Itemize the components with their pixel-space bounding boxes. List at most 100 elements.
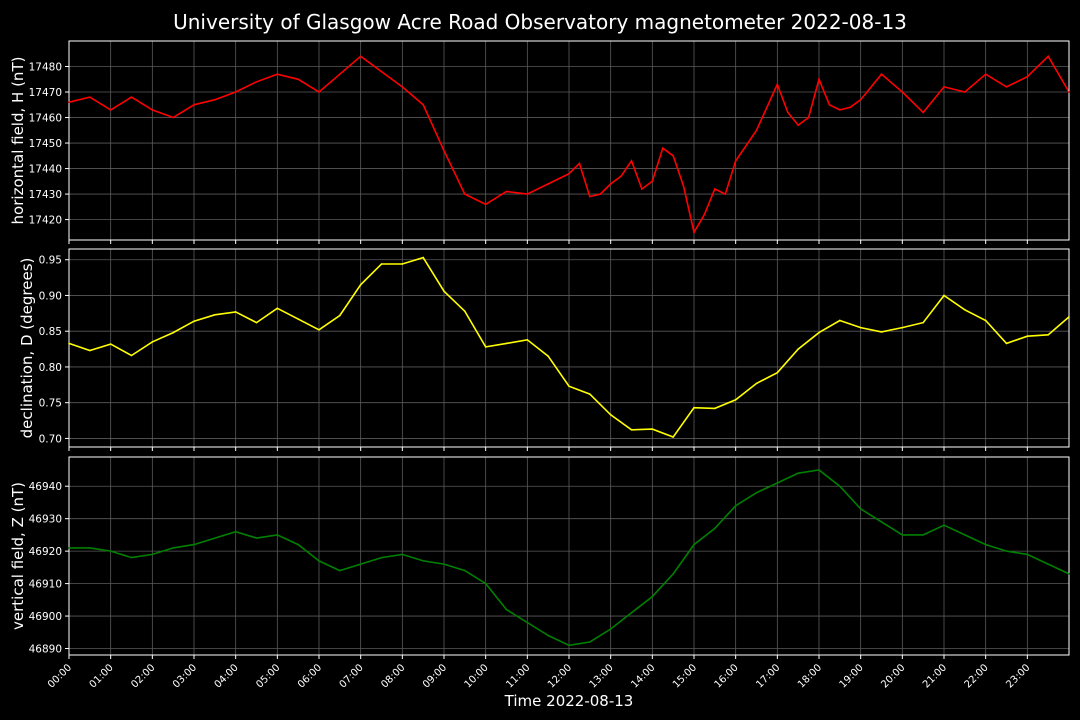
vertical-field-data-point xyxy=(1026,553,1029,556)
panel-declination-xticks xyxy=(68,447,1028,451)
y-tick-label: 17440 xyxy=(29,164,62,176)
vertical-field-data-point xyxy=(984,543,987,546)
declination-data-point xyxy=(526,338,529,341)
declination-data-point xyxy=(839,319,841,322)
horizontal-field-data-point xyxy=(234,91,237,93)
horizontal-field-data-point xyxy=(547,183,549,185)
horizontal-field-data-point xyxy=(464,193,466,195)
vertical-field-data-point xyxy=(255,537,258,539)
horizontal-field-data-point xyxy=(818,78,820,81)
panel-declination-yticks: 0.70 0.75 0.80 0.85 0.90 0.95 xyxy=(39,255,69,445)
horizontal-field-data-point xyxy=(714,188,716,190)
declination-data-point xyxy=(568,385,570,388)
panel-declination: 0.70 0.75 0.80 0.85 0.90 0.95 declination, D … xyxy=(18,248,1070,451)
horizontal-field-data-point xyxy=(901,91,904,93)
vertical-field-data-point xyxy=(797,472,799,475)
horizontal-field-data-point xyxy=(682,185,685,188)
declination-data-point xyxy=(818,331,820,334)
horizontal-field-data-point xyxy=(380,70,383,73)
horizontal-field-data-point xyxy=(922,111,924,114)
horizontal-field-data-point xyxy=(797,124,799,126)
vertical-field-data-point xyxy=(943,524,945,526)
horizontal-field-data-point xyxy=(984,73,987,75)
declination-data-point xyxy=(797,348,799,350)
vertical-field-data-point xyxy=(297,543,299,546)
horizontal-field-data-point xyxy=(672,155,674,157)
horizontal-field-data-point xyxy=(297,78,299,81)
vertical-field-data-point xyxy=(130,556,133,559)
vertical-field-data-point xyxy=(339,569,341,572)
vertical-field-data-point xyxy=(401,553,404,556)
declination-data-point xyxy=(130,354,133,357)
declination-data-point xyxy=(547,355,549,358)
declination-data-point xyxy=(1005,342,1008,345)
horizontal-field-data-point xyxy=(68,101,70,104)
declination-data-point xyxy=(984,319,987,322)
declination-data-point xyxy=(609,414,612,416)
declination-data-point xyxy=(901,326,904,329)
declination-data-point xyxy=(68,342,70,345)
declination-data-point xyxy=(734,399,737,401)
panel-vertical-field-grid xyxy=(68,457,1069,655)
vertical-field-data-point xyxy=(609,628,612,630)
horizontal-field-data-point xyxy=(734,160,737,162)
vertical-field-ylabel: vertical field, Z (nT) xyxy=(9,482,27,630)
horizontal-field-data-point xyxy=(484,203,487,206)
y-tick-label: 46920 xyxy=(29,546,62,558)
horizontal-field-data-point xyxy=(89,96,91,98)
horizontal-field-data-point xyxy=(318,91,320,93)
y-tick-label: 17430 xyxy=(29,189,62,201)
declination-data-point xyxy=(630,429,633,431)
vertical-field-data-point xyxy=(547,634,549,637)
vertical-field-data-point xyxy=(380,556,383,559)
horizontal-field-data-point xyxy=(651,180,654,183)
vertical-field-data-point xyxy=(443,563,445,565)
declination-data-point xyxy=(964,308,966,311)
vertical-field-data-point xyxy=(1047,563,1049,565)
horizontal-field-data-point xyxy=(1047,55,1049,58)
horizontal-field-data-point xyxy=(776,83,779,86)
horizontal-field-data-point xyxy=(568,172,570,175)
horizontal-field-data-point xyxy=(589,195,591,198)
horizontal-field-data-point xyxy=(609,183,612,185)
horizontal-field-data-point xyxy=(964,91,966,93)
horizontal-field-data-point xyxy=(109,109,112,111)
declination-data-point xyxy=(464,310,466,312)
vertical-field-data-point xyxy=(172,547,174,549)
y-tick-label: 17450 xyxy=(29,138,62,150)
horizontal-field-data-point xyxy=(620,175,622,178)
declination-data-point xyxy=(1047,333,1049,336)
panel-vertical-field-yticks: 46890 46900 46910 46920 46930 46940 xyxy=(29,481,69,656)
declination-data-point xyxy=(89,349,91,352)
vertical-field-data-point xyxy=(422,560,424,562)
horizontal-field-data-point xyxy=(786,111,789,114)
declination-data-point xyxy=(505,342,508,345)
vertical-field-data-point xyxy=(901,534,904,536)
vertical-field-data-point xyxy=(880,521,883,523)
vertical-field-data-point xyxy=(151,553,154,556)
declination-data-point xyxy=(214,313,216,316)
horizontal-field-data-point xyxy=(505,190,508,193)
horizontal-field-data-point xyxy=(401,86,404,88)
vertical-field-data-point xyxy=(464,569,466,572)
vertical-field-data-point xyxy=(1068,573,1070,575)
vertical-field-data-point xyxy=(589,641,591,643)
panel-horizontal-field: 17420 17430 17440 17450 17460 17470 17480 hori… xyxy=(9,40,1070,244)
horizontal-field-data-point xyxy=(599,193,602,195)
vertical-field-data-point xyxy=(276,534,279,536)
horizontal-field-data-point xyxy=(1026,75,1029,78)
declination-data-point xyxy=(943,294,945,297)
vertical-field-data-point xyxy=(214,537,216,539)
y-tick-label: 46900 xyxy=(29,611,62,623)
declination-data-point xyxy=(443,290,445,292)
horizontal-field-data-point xyxy=(755,129,758,132)
horizontal-field-data-point xyxy=(214,98,216,101)
horizontal-field-data-point xyxy=(943,86,945,88)
horizontal-field-data-point xyxy=(641,188,643,190)
horizontal-field-data-point xyxy=(1068,91,1070,93)
y-tick-label: 0.70 xyxy=(39,433,62,445)
vertical-field-data-point xyxy=(714,527,716,530)
declination-data-point xyxy=(422,256,424,259)
